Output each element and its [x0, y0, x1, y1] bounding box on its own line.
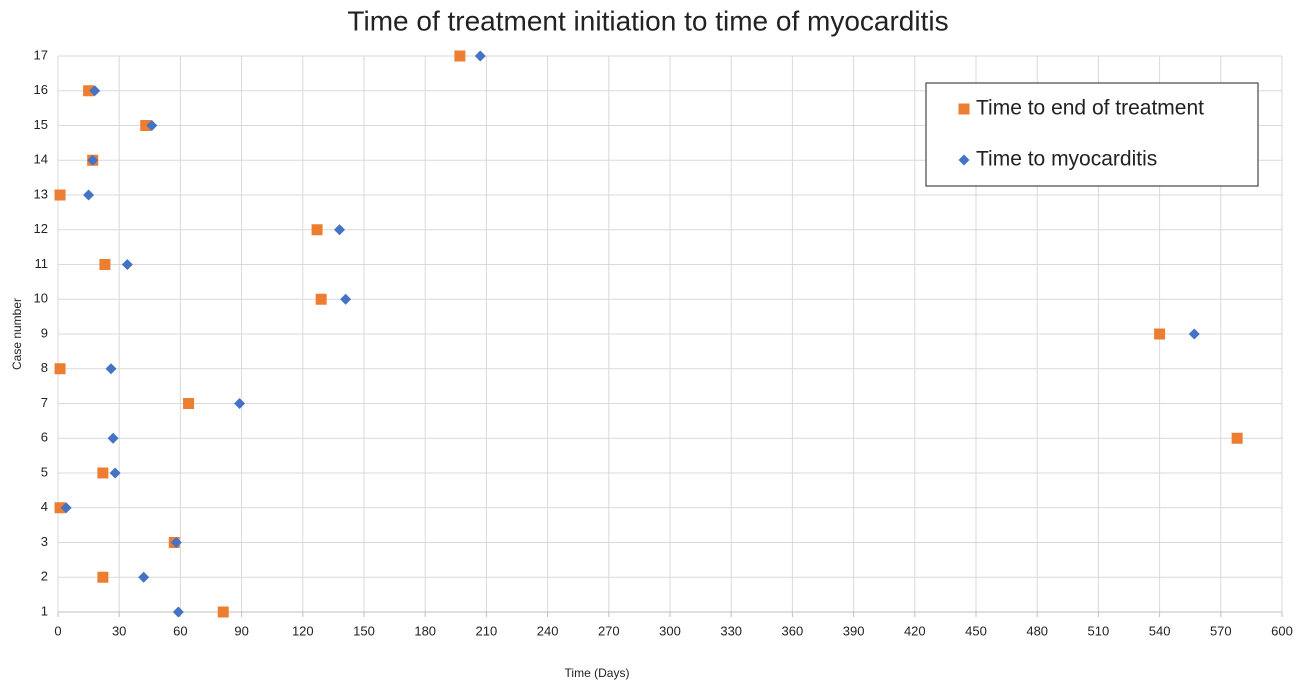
marker-diamond: [105, 363, 117, 375]
marker-square: [183, 398, 195, 409]
y-tick-label: 17: [34, 47, 48, 62]
y-tick-label: 9: [41, 325, 48, 340]
marker-diamond: [60, 502, 72, 514]
x-tick-label: 360: [782, 623, 804, 638]
y-tick-label: 10: [34, 291, 48, 306]
y-tick-label: 8: [41, 360, 48, 375]
y-axis-label: Case number: [10, 298, 24, 370]
marker-diamond: [958, 154, 970, 166]
marker-square: [54, 363, 66, 375]
x-tick-label: 180: [414, 623, 436, 638]
marker-diamond: [170, 537, 182, 548]
x-tick-label: 90: [234, 623, 248, 638]
marker-square: [1231, 432, 1243, 444]
marker-square: [140, 120, 152, 131]
x-tick-label: 240: [537, 623, 559, 638]
x-tick-label: 270: [598, 623, 620, 638]
x-tick-label: 540: [1149, 623, 1171, 638]
y-tick-label: 6: [41, 430, 48, 445]
marker-square: [97, 467, 109, 479]
y-tick-label: 12: [34, 221, 48, 236]
marker-diamond: [334, 224, 346, 236]
marker-square: [1154, 328, 1166, 340]
x-tick-label: 570: [1210, 623, 1232, 638]
x-axis-label: Time (Days): [565, 666, 630, 680]
x-tick-label: 390: [843, 623, 865, 638]
y-tick-label: 11: [35, 256, 49, 271]
x-tick-label: 30: [112, 623, 126, 638]
marker-diamond: [340, 293, 352, 305]
marker-diamond: [121, 259, 133, 270]
chart-title: Time of treatment initiation to time of …: [347, 5, 948, 36]
y-tick-label: 15: [34, 117, 48, 132]
x-tick-label: 420: [904, 623, 926, 638]
x-tick-label: 600: [1271, 623, 1293, 638]
marker-square: [217, 606, 229, 618]
marker-square: [315, 293, 327, 305]
marker-diamond: [87, 154, 99, 166]
x-tick-label: 0: [54, 623, 61, 638]
x-tick-label: 510: [1088, 623, 1110, 638]
y-tick-label: 14: [34, 152, 48, 167]
y-tick-label: 5: [41, 464, 48, 479]
marker-diamond: [138, 571, 150, 583]
marker-diamond: [89, 85, 101, 97]
marker-diamond: [1188, 328, 1200, 340]
y-tick-label: 16: [34, 82, 48, 97]
x-tick-label: 120: [292, 623, 314, 638]
marker-square: [958, 103, 970, 115]
marker-diamond: [83, 189, 95, 201]
x-tick-label: 210: [476, 623, 498, 638]
marker-diamond: [474, 50, 486, 62]
y-tick-label: 7: [41, 395, 48, 410]
x-tick-label: 60: [173, 623, 187, 638]
marker-square: [83, 85, 95, 97]
legend-label: Time to end of treatment: [976, 97, 1204, 120]
marker-diamond: [107, 432, 119, 444]
y-tick-label: 1: [41, 603, 48, 618]
x-tick-label: 330: [720, 623, 742, 638]
marker-square: [99, 259, 111, 270]
y-tick-label: 4: [41, 499, 48, 514]
legend-box: [925, 82, 1259, 187]
marker-diamond: [234, 398, 246, 409]
x-tick-label: 150: [353, 623, 375, 638]
x-tick-label: 450: [965, 623, 987, 638]
marker-diamond: [109, 467, 121, 479]
marker-square: [54, 502, 66, 514]
legend-label: Time to myocarditis: [976, 148, 1157, 171]
marker-diamond: [146, 120, 158, 131]
y-tick-label: 2: [41, 569, 48, 584]
marker-square: [454, 50, 466, 62]
x-tick-label: 300: [659, 623, 681, 638]
marker-square: [97, 571, 109, 583]
marker-square: [311, 224, 323, 236]
y-tick-label: 3: [41, 534, 48, 549]
x-tick-label: 480: [1026, 623, 1048, 638]
y-tick-label: 13: [34, 186, 48, 201]
marker-diamond: [172, 606, 184, 618]
marker-square: [54, 189, 66, 201]
